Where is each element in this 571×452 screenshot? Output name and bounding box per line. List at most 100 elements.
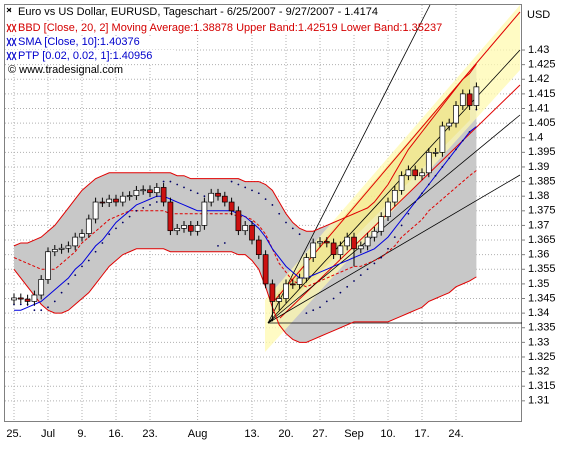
candle-body	[473, 86, 480, 106]
y-tick-label: 1.33	[528, 336, 549, 348]
candle-body	[453, 105, 459, 124]
legend-label: PTP [0.02, 0.02, 1]:1.40956	[18, 50, 152, 62]
ptp-dot	[346, 285, 349, 288]
ptp-dot	[468, 130, 471, 133]
ptp-dot	[53, 300, 56, 303]
candle-body	[194, 225, 201, 232]
candle-body	[235, 210, 242, 232]
candle-body	[79, 233, 85, 238]
candle-body	[364, 236, 371, 247]
y-tick-label: 1.335	[528, 322, 556, 334]
y-tick-label: 1.38	[528, 190, 549, 202]
ptp-dot	[169, 180, 172, 183]
ptp-dot	[441, 166, 444, 168]
candle-body	[65, 245, 72, 249]
candle-body	[126, 195, 133, 197]
candle-body	[419, 172, 425, 177]
ptp-dot	[325, 300, 328, 303]
icon	[6, 7, 12, 13]
candle-body	[344, 236, 351, 247]
legend-icon	[6, 23, 17, 33]
legend-icon	[6, 51, 17, 61]
ptp-dot	[244, 186, 247, 189]
ptp-dot	[257, 192, 260, 195]
indicator-line	[13, 248, 477, 343]
ptp-dot	[237, 183, 240, 186]
header: Euro vs US Dollar, EURUSD, Tageschart - …	[5, 5, 401, 18]
ptp-dot	[455, 148, 457, 151]
x-tick-label: Aug	[188, 428, 208, 440]
candle-body	[45, 251, 51, 280]
ptp-dot	[33, 309, 36, 312]
y-tick-label: 1.4	[528, 132, 543, 144]
candle-body	[351, 236, 357, 250]
y-tick-label: 1.31	[528, 395, 549, 407]
ptp-dot	[176, 183, 179, 186]
candle-body	[113, 198, 119, 203]
candle-body	[17, 297, 24, 300]
y-tick-label: 1.32	[528, 366, 549, 378]
legend-bg	[5, 36, 175, 49]
y-tick-label: 1.375	[528, 205, 556, 217]
candle-body	[385, 201, 391, 218]
candle-body	[167, 201, 174, 232]
candle-body	[72, 236, 79, 247]
candle-body	[391, 189, 398, 203]
candle-body	[439, 125, 446, 153]
ptp-dot	[332, 297, 335, 300]
indicator-layer	[13, 63, 478, 343]
candle-body	[24, 298, 31, 302]
candle-body	[174, 227, 181, 232]
channel-inner	[275, 70, 470, 318]
y-tick-label: 1.315	[528, 380, 556, 392]
band-fill	[14, 64, 477, 343]
ptp-dot	[217, 244, 219, 247]
candle-body	[269, 283, 276, 302]
ptp-dot	[291, 227, 294, 230]
candle-layer	[11, 82, 480, 322]
ptp-dot	[387, 247, 389, 250]
candle-body	[412, 169, 419, 177]
channel	[265, 4, 522, 352]
ptp-dot	[101, 242, 104, 244]
candle-body	[289, 283, 296, 286]
x-tick-label: 17.	[414, 428, 429, 440]
ptp-dot	[155, 201, 158, 203]
x-tick-label: 10.	[380, 428, 395, 440]
y-tick-label: 1.365	[528, 234, 556, 246]
candle-body	[31, 294, 38, 302]
candle-body	[405, 169, 412, 177]
ptp-dot	[373, 262, 376, 265]
ptp-dot	[203, 195, 206, 198]
ptp-dot	[271, 204, 274, 206]
candle-body	[255, 239, 262, 256]
ptp-dot	[427, 183, 430, 186]
ptp-dot	[264, 198, 267, 201]
x-tick-label: 16.	[108, 428, 123, 440]
legend-label: SMA [Close, 10]:1.40376	[18, 36, 140, 48]
ptp-dot	[305, 312, 308, 315]
ptp-dot	[162, 180, 165, 183]
ptp-dot	[74, 274, 77, 277]
y-tick-label: 1.43	[528, 44, 549, 56]
ptp-dot	[448, 157, 451, 160]
legend-bg	[5, 50, 175, 63]
x-tick-label: 9.	[77, 428, 86, 440]
copyright: © www.tradesignal.com	[8, 64, 123, 76]
candle-body	[283, 283, 289, 299]
y-tick-label: 1.345	[528, 292, 556, 304]
candle-body	[133, 189, 140, 196]
candle-body	[215, 192, 221, 197]
candle-body	[398, 175, 405, 191]
candle-body	[371, 230, 378, 238]
ptp-dot	[251, 189, 253, 192]
x-tick-label: 27.	[312, 428, 327, 440]
candle-body	[92, 201, 99, 220]
y-tick-label: 1.395	[528, 146, 556, 158]
axis-layer: 1.31 1.315 1.32 1.325 1.33 1.335 1.34 1.345 1.35…	[6, 44, 555, 440]
ptp-dot	[40, 309, 43, 312]
candle-body	[208, 192, 215, 203]
candle-body	[221, 195, 228, 203]
ptp-dot	[19, 303, 22, 306]
x-tick-label: 20.	[278, 428, 293, 440]
